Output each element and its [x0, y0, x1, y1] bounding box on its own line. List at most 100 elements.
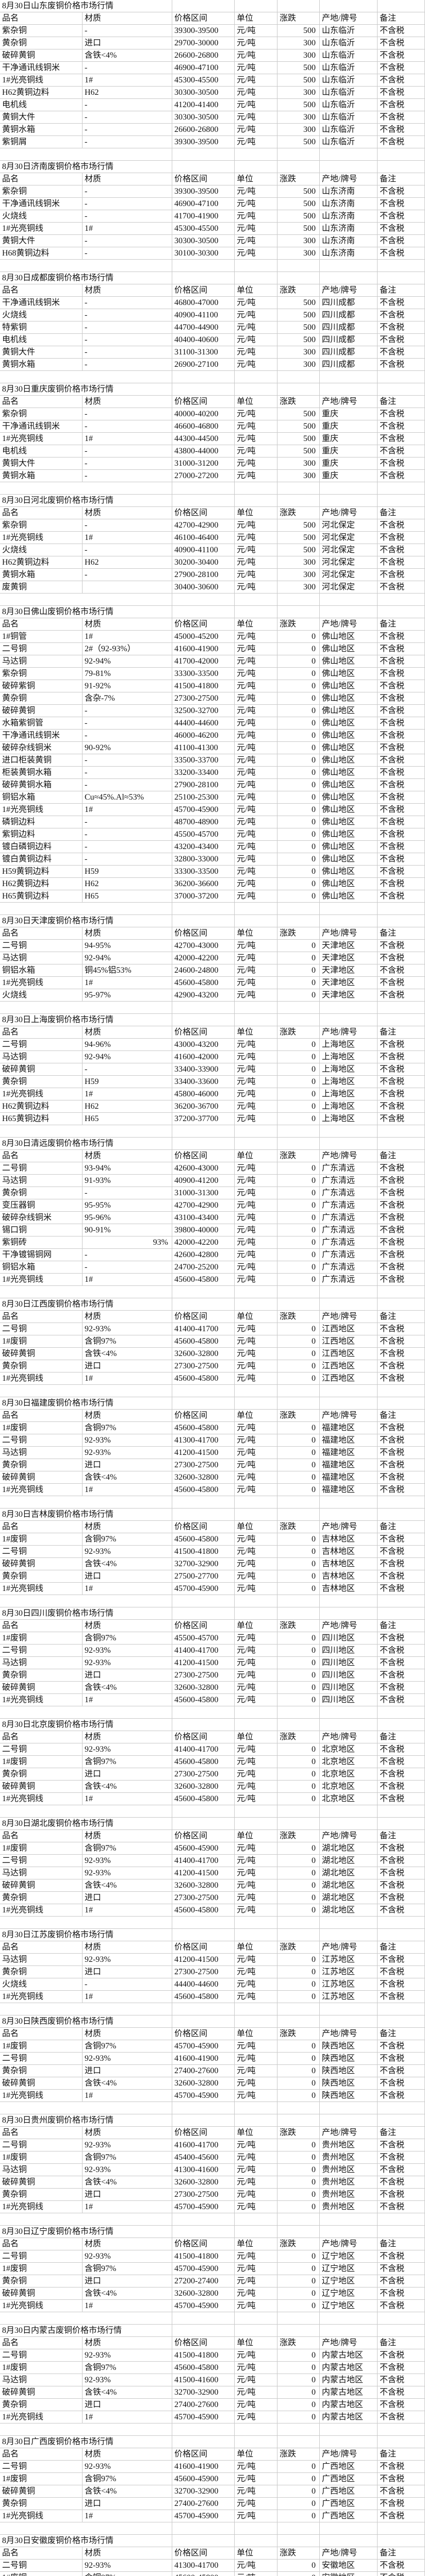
table-row: 品名 材质 价格区间 单位 涨跌 产地/牌号 备注 [0, 2547, 425, 2560]
cell-unit: 元/吨 [235, 1879, 277, 1892]
cell-note: 不含税 [378, 445, 425, 457]
cell-unit: 元/吨 [235, 816, 277, 828]
cell-product: 破碎黄铜 [0, 1348, 83, 1360]
cell-price-range: 43200-43400 [172, 841, 235, 853]
empty-cell [378, 2424, 425, 2436]
cell-material: - [83, 359, 172, 371]
cell-price-range: 45600-45800 [172, 977, 235, 989]
cell-note: 不含税 [378, 2374, 425, 2386]
cell-unit: 元/吨 [235, 1348, 277, 1360]
cell-product: 1#光亮铜线 [0, 1694, 83, 1706]
empty-cell [172, 1818, 235, 1830]
table-row [0, 1805, 425, 1818]
cell-change: 0 [277, 2065, 320, 2077]
table-row: 1#光亮铜线 1# 45600-45800 元/吨 0 天津地区 不含税 [0, 977, 425, 989]
cell-unit: 元/吨 [235, 581, 277, 594]
cell-note: 不含税 [378, 2250, 425, 2263]
cell-change: 0 [277, 1793, 320, 1805]
empty-cell [378, 1125, 425, 1138]
empty-cell [320, 148, 378, 161]
table-row: 电机线 -43800-44000 元/吨 500 重庆 不含税 [0, 445, 425, 457]
cell-origin: 重庆 [320, 420, 378, 433]
table-row: 1#光亮铜线 1# 45600-45800 元/吨 0 湖北地区 不含税 [0, 1904, 425, 1917]
table-row: 干净通讯线铜米 -46800-47000 元/吨 500 四川成都 不含税 [0, 297, 425, 309]
column-header: 备注 [378, 1026, 425, 1039]
table-row: 锡口铜 90-91% 39800-40000 元/吨 0 广东清远 不含税 [0, 1224, 425, 1236]
empty-cell [320, 1818, 378, 1830]
cell-product: H62黄铜边料 [0, 1100, 83, 1113]
cell-material: 1# [83, 804, 172, 816]
cell-origin: 山东济南 [320, 247, 378, 260]
empty-cell [378, 2226, 425, 2238]
empty-cell [235, 2312, 277, 2325]
empty-cell [235, 1496, 277, 1509]
cell-unit: 元/吨 [235, 1855, 277, 1867]
cell-origin: 江苏地区 [320, 1954, 378, 1966]
column-header: 备注 [378, 618, 425, 631]
section-title: 8月30日贵州废铜价格市场行情 [0, 2114, 172, 2127]
empty-cell [277, 495, 320, 507]
column-header: 材质 [83, 1731, 172, 1743]
empty-cell [378, 594, 425, 606]
cell-material: Cu≈45%.Al≈53% [83, 791, 172, 804]
empty-cell [172, 260, 235, 272]
empty-cell [277, 2015, 320, 2028]
empty-cell [277, 1125, 320, 1138]
cell-material: 进口 [83, 2399, 172, 2411]
cell-material: H65 [83, 1113, 172, 1125]
table-row: 镀白磷铜边料 -43200-43400 元/吨 0 佛山地区 不含税 [0, 841, 425, 853]
cell-origin: 福建地区 [320, 1447, 378, 1459]
cell-material: 92-93% [83, 1867, 172, 1879]
table-row [0, 594, 425, 606]
table-row: 品名 材质 价格区间 单位 涨跌 产地/牌号 备注 [0, 1311, 425, 1323]
cell-unit: 元/吨 [235, 2139, 277, 2151]
cell-material: - [83, 321, 172, 334]
cell-note: 不含税 [378, 433, 425, 445]
cell-material: 95-95% [83, 1199, 172, 1212]
empty-cell [320, 903, 378, 915]
cell-price-range: 44300-44500 [172, 433, 235, 445]
empty-cell [320, 383, 378, 396]
cell-price-range: 41700-41900 [172, 210, 235, 223]
cell-material: 含铜97% [83, 1533, 172, 1546]
cell-origin: 四川地区 [320, 1669, 378, 1682]
cell-material: 含杂-7% [83, 692, 172, 705]
cell-material: 铜45%铝53% [83, 964, 172, 977]
cell-product: 二号铜 [0, 1855, 83, 1867]
cell-origin: 北京地区 [320, 1781, 378, 1793]
empty-cell [235, 1002, 277, 1014]
column-header: 备注 [378, 1311, 425, 1323]
cell-origin: 山东临沂 [320, 124, 378, 136]
cell-origin: 山东临沂 [320, 74, 378, 87]
column-header: 价格区间 [172, 396, 235, 408]
cell-unit: 元/吨 [235, 223, 277, 235]
cell-note: 不含税 [378, 1076, 425, 1088]
empty-cell [172, 2424, 235, 2436]
table-row [0, 2102, 425, 2114]
empty-cell [320, 1917, 378, 1929]
cell-product: 黄杂铜 [0, 1459, 83, 1471]
price-section: 8月30日江苏废铜价格市场行情 品名 材质 价格区间 单位 涨跌 产地/牌号 备注 马达铜 92-… [0, 1929, 425, 2015]
table-row: 品名 材质 价格区间 单位 涨跌 产地/牌号 备注 [0, 2448, 425, 2461]
cell-price-range: 46900-47100 [172, 62, 235, 74]
cell-origin: 天津地区 [320, 977, 378, 989]
cell-product: 干净通讯线铜米 [0, 62, 83, 74]
empty-cell [378, 2535, 425, 2547]
table-row [0, 1125, 425, 1138]
cell-product: 干净通讯线铜米 [0, 297, 83, 309]
cell-change: 500 [277, 25, 320, 37]
cell-material: - [83, 457, 172, 470]
cell-note: 不含税 [378, 1249, 425, 1261]
table-row: 马达铜 92-93% 41300-41600 元/吨 0 贵州地区 不含税 [0, 2164, 425, 2176]
cell-price-range: 39300-39500 [172, 185, 235, 198]
cell-origin: 重庆 [320, 445, 378, 457]
cell-note: 不含税 [378, 37, 425, 49]
cell-origin: 内蒙古地区 [320, 2349, 378, 2362]
cell-change: 0 [277, 2263, 320, 2275]
empty-cell [172, 1014, 235, 1026]
cell-note: 不含税 [378, 2362, 425, 2374]
cell-note: 不含税 [378, 556, 425, 569]
table-row: 黄杂铜 进口 29700-30000 元/吨 300 山东临沂 不含税 [0, 37, 425, 49]
cell-origin: 天津地区 [320, 940, 378, 952]
cell-product: 黄杂铜 [0, 37, 83, 49]
